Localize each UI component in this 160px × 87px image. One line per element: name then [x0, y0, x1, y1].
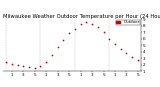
Point [85, 22, 88, 23]
Point [11, 63, 13, 64]
Point [16, 64, 19, 66]
Point [114, 43, 116, 45]
Point [91, 23, 93, 24]
Point [120, 48, 122, 49]
Point [68, 33, 70, 34]
Point [51, 54, 53, 56]
Point [102, 31, 105, 33]
Point [131, 56, 133, 58]
Point [108, 38, 111, 39]
Point [62, 39, 65, 41]
Legend: Outdoor: Outdoor [116, 19, 140, 25]
Point [33, 67, 36, 69]
Point [22, 65, 24, 67]
Point [28, 67, 30, 68]
Point [74, 28, 76, 30]
Point [5, 61, 7, 62]
Point [125, 52, 128, 54]
Text: Milwaukee Weather Outdoor Temperature per Hour (24 Hours): Milwaukee Weather Outdoor Temperature pe… [3, 14, 160, 19]
Point [96, 26, 99, 28]
Point [56, 46, 59, 47]
Point [45, 61, 48, 62]
Point [39, 65, 42, 67]
Point [137, 59, 139, 60]
Point [79, 24, 82, 25]
